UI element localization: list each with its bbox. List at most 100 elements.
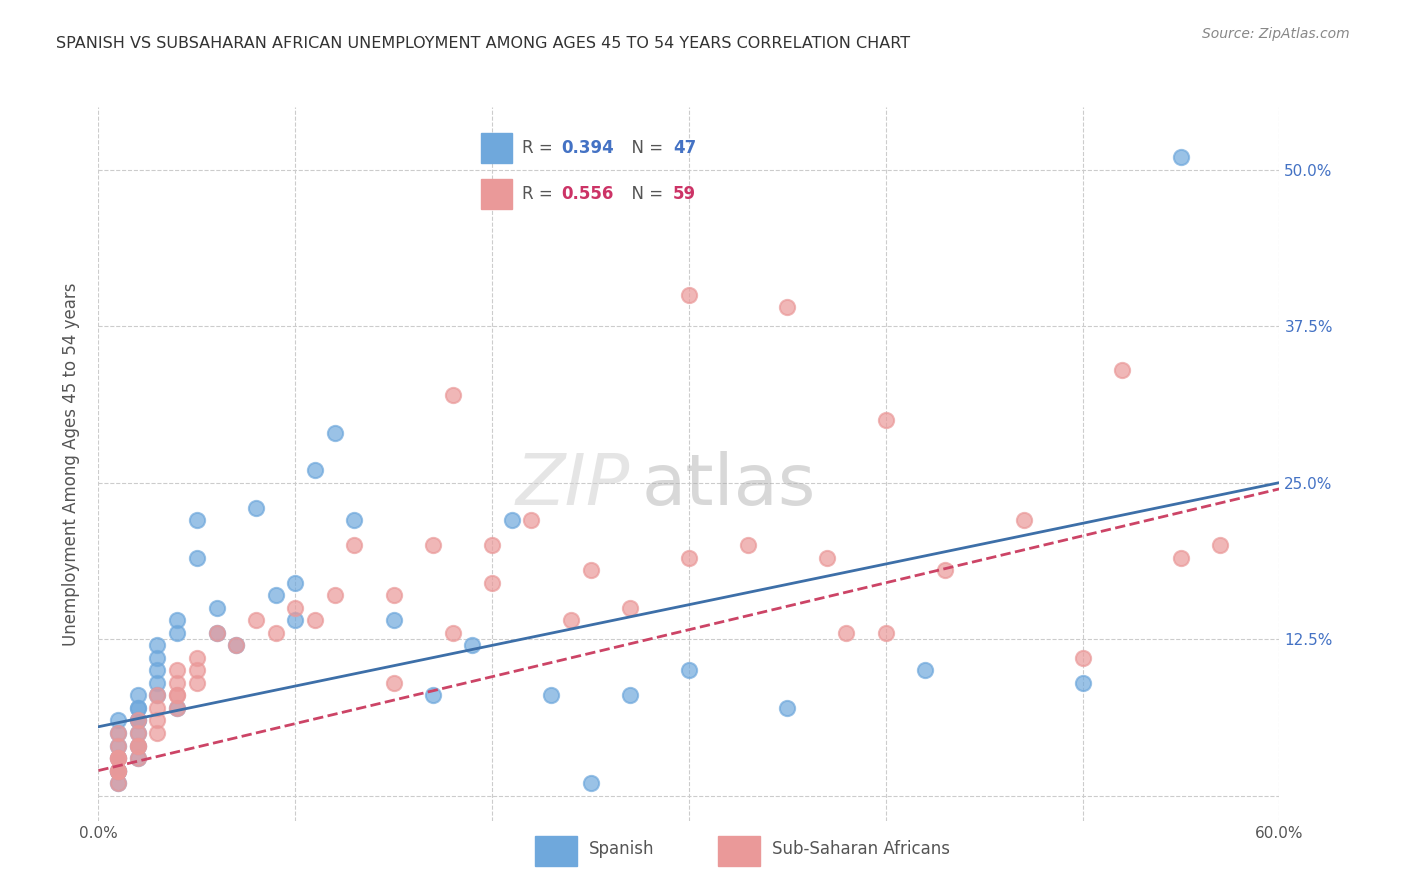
Point bbox=[127, 714, 149, 728]
Point bbox=[481, 538, 503, 552]
Point bbox=[1170, 550, 1192, 565]
Point bbox=[107, 776, 129, 790]
Point bbox=[284, 600, 307, 615]
Text: Source: ZipAtlas.com: Source: ZipAtlas.com bbox=[1202, 27, 1350, 41]
Point bbox=[166, 625, 188, 640]
Point bbox=[737, 538, 759, 552]
Point bbox=[284, 613, 307, 627]
Point bbox=[304, 613, 326, 627]
Point bbox=[245, 613, 267, 627]
Point bbox=[127, 751, 149, 765]
Point bbox=[166, 701, 188, 715]
Point bbox=[264, 588, 287, 602]
Point bbox=[127, 701, 149, 715]
Point bbox=[127, 739, 149, 753]
Point bbox=[245, 500, 267, 515]
Point bbox=[875, 413, 897, 427]
Point bbox=[166, 664, 188, 678]
Point bbox=[284, 575, 307, 590]
Point bbox=[146, 714, 169, 728]
Point bbox=[107, 764, 129, 778]
Point bbox=[1170, 150, 1192, 164]
Point bbox=[619, 600, 641, 615]
Point bbox=[205, 600, 228, 615]
Y-axis label: Unemployment Among Ages 45 to 54 years: Unemployment Among Ages 45 to 54 years bbox=[62, 282, 80, 646]
Point bbox=[501, 513, 523, 527]
Point bbox=[146, 639, 169, 653]
Point bbox=[422, 689, 444, 703]
Point bbox=[127, 726, 149, 740]
Point bbox=[914, 664, 936, 678]
Point bbox=[107, 751, 129, 765]
Point bbox=[382, 588, 405, 602]
Point bbox=[127, 751, 149, 765]
Text: ZIP: ZIP bbox=[516, 450, 630, 520]
Point bbox=[146, 701, 169, 715]
Point bbox=[875, 625, 897, 640]
Point bbox=[166, 613, 188, 627]
Point bbox=[1071, 651, 1094, 665]
Point bbox=[678, 664, 700, 678]
Point bbox=[186, 550, 208, 565]
Point bbox=[776, 301, 799, 315]
Point bbox=[166, 689, 188, 703]
Point bbox=[540, 689, 562, 703]
Point bbox=[107, 726, 129, 740]
Point bbox=[146, 651, 169, 665]
Point bbox=[127, 726, 149, 740]
Point bbox=[146, 664, 169, 678]
Point bbox=[579, 563, 602, 577]
Point bbox=[323, 425, 346, 440]
Point bbox=[107, 739, 129, 753]
Point bbox=[107, 764, 129, 778]
Point bbox=[815, 550, 838, 565]
Point bbox=[186, 651, 208, 665]
Point bbox=[146, 689, 169, 703]
Point bbox=[225, 639, 247, 653]
Point bbox=[107, 714, 129, 728]
Point bbox=[166, 701, 188, 715]
Point bbox=[127, 714, 149, 728]
Point bbox=[146, 689, 169, 703]
Point bbox=[343, 538, 366, 552]
Point bbox=[127, 739, 149, 753]
Point bbox=[264, 625, 287, 640]
Point bbox=[146, 676, 169, 690]
Point bbox=[107, 726, 129, 740]
Point bbox=[441, 625, 464, 640]
Text: SPANISH VS SUBSAHARAN AFRICAN UNEMPLOYMENT AMONG AGES 45 TO 54 YEARS CORRELATION: SPANISH VS SUBSAHARAN AFRICAN UNEMPLOYME… bbox=[56, 36, 910, 51]
Point bbox=[1012, 513, 1035, 527]
Point bbox=[1071, 676, 1094, 690]
Point bbox=[127, 689, 149, 703]
Point bbox=[461, 639, 484, 653]
Point bbox=[382, 613, 405, 627]
Point bbox=[107, 776, 129, 790]
Point bbox=[107, 751, 129, 765]
Point bbox=[678, 288, 700, 302]
Point bbox=[186, 664, 208, 678]
Point bbox=[107, 764, 129, 778]
Point bbox=[1111, 363, 1133, 377]
Point bbox=[1209, 538, 1232, 552]
Text: atlas: atlas bbox=[641, 450, 815, 520]
Point bbox=[107, 739, 129, 753]
Point bbox=[107, 751, 129, 765]
Point bbox=[225, 639, 247, 653]
Point bbox=[382, 676, 405, 690]
Point bbox=[776, 701, 799, 715]
Point bbox=[619, 689, 641, 703]
Point bbox=[441, 388, 464, 402]
Point bbox=[107, 764, 129, 778]
Point bbox=[678, 550, 700, 565]
Point bbox=[481, 575, 503, 590]
Point bbox=[205, 625, 228, 640]
Point bbox=[186, 676, 208, 690]
Point bbox=[107, 751, 129, 765]
Point bbox=[146, 726, 169, 740]
Point bbox=[127, 701, 149, 715]
Point bbox=[166, 676, 188, 690]
Point bbox=[323, 588, 346, 602]
Point bbox=[127, 739, 149, 753]
Point bbox=[205, 625, 228, 640]
Point bbox=[127, 714, 149, 728]
